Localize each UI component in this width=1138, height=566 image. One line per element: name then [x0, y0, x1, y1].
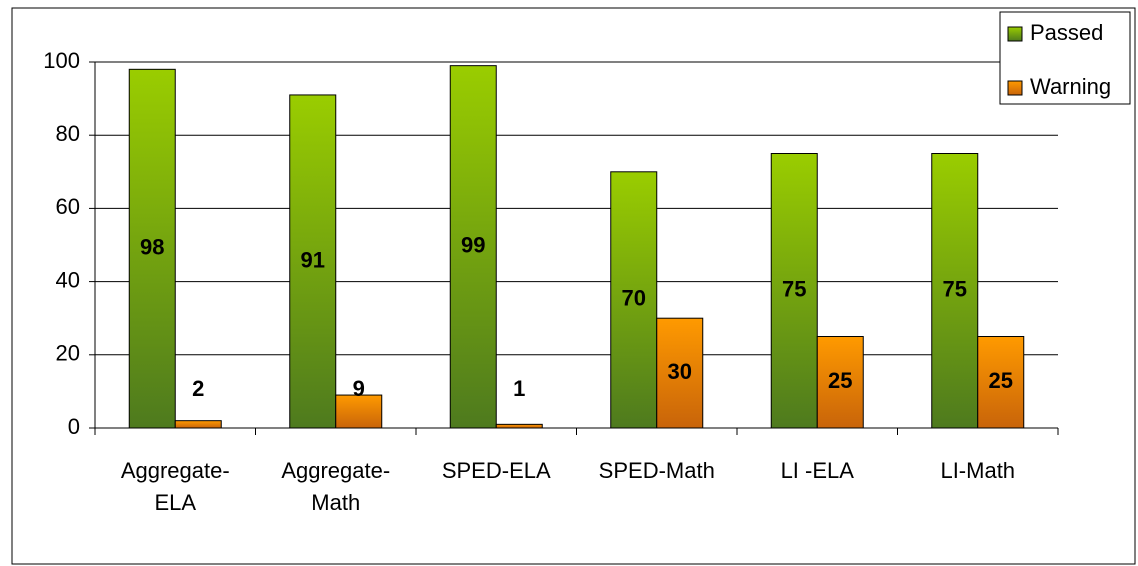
- value-label: 1: [513, 376, 525, 401]
- value-label: 25: [989, 368, 1013, 393]
- x-tick-label: LI -ELA: [781, 458, 855, 483]
- y-tick-label: 80: [56, 121, 80, 146]
- y-tick-label: 40: [56, 267, 80, 292]
- y-tick-label: 100: [43, 48, 80, 73]
- bar: [931, 153, 979, 429]
- bar: [770, 153, 818, 429]
- x-tick-label: Aggregate-ELA: [121, 458, 230, 515]
- value-label: 75: [782, 277, 806, 302]
- value-label: 25: [828, 368, 852, 393]
- bar: [289, 94, 337, 429]
- value-label: 70: [622, 286, 646, 311]
- y-tick-label: 60: [56, 194, 80, 219]
- bar: [495, 423, 543, 429]
- bar: [816, 336, 864, 429]
- value-label: 91: [301, 247, 325, 272]
- bar: [449, 65, 497, 429]
- bar: [656, 317, 704, 429]
- y-tick-label: 0: [68, 414, 80, 439]
- legend-swatch: [1007, 26, 1023, 42]
- bar: [335, 394, 383, 429]
- value-label: 75: [943, 277, 967, 302]
- value-label: 30: [668, 359, 692, 384]
- x-tick-label: SPED-Math: [599, 458, 715, 483]
- x-tick-label: LI-Math: [940, 458, 1015, 483]
- x-tick-label: Aggregate-Math: [281, 458, 390, 515]
- bar: [174, 420, 222, 429]
- value-label: 99: [461, 233, 485, 258]
- x-tick-label: SPED-ELA: [442, 458, 551, 483]
- legend-label: Passed: [1030, 20, 1103, 45]
- bar: [610, 171, 658, 429]
- y-tick-label: 20: [56, 341, 80, 366]
- legend-swatch: [1007, 80, 1023, 96]
- legend-label: Warning: [1030, 74, 1111, 99]
- value-label: 9: [353, 376, 365, 401]
- bar: [128, 68, 176, 429]
- value-label: 98: [140, 234, 164, 259]
- bar: [977, 336, 1025, 429]
- value-label: 2: [192, 376, 204, 401]
